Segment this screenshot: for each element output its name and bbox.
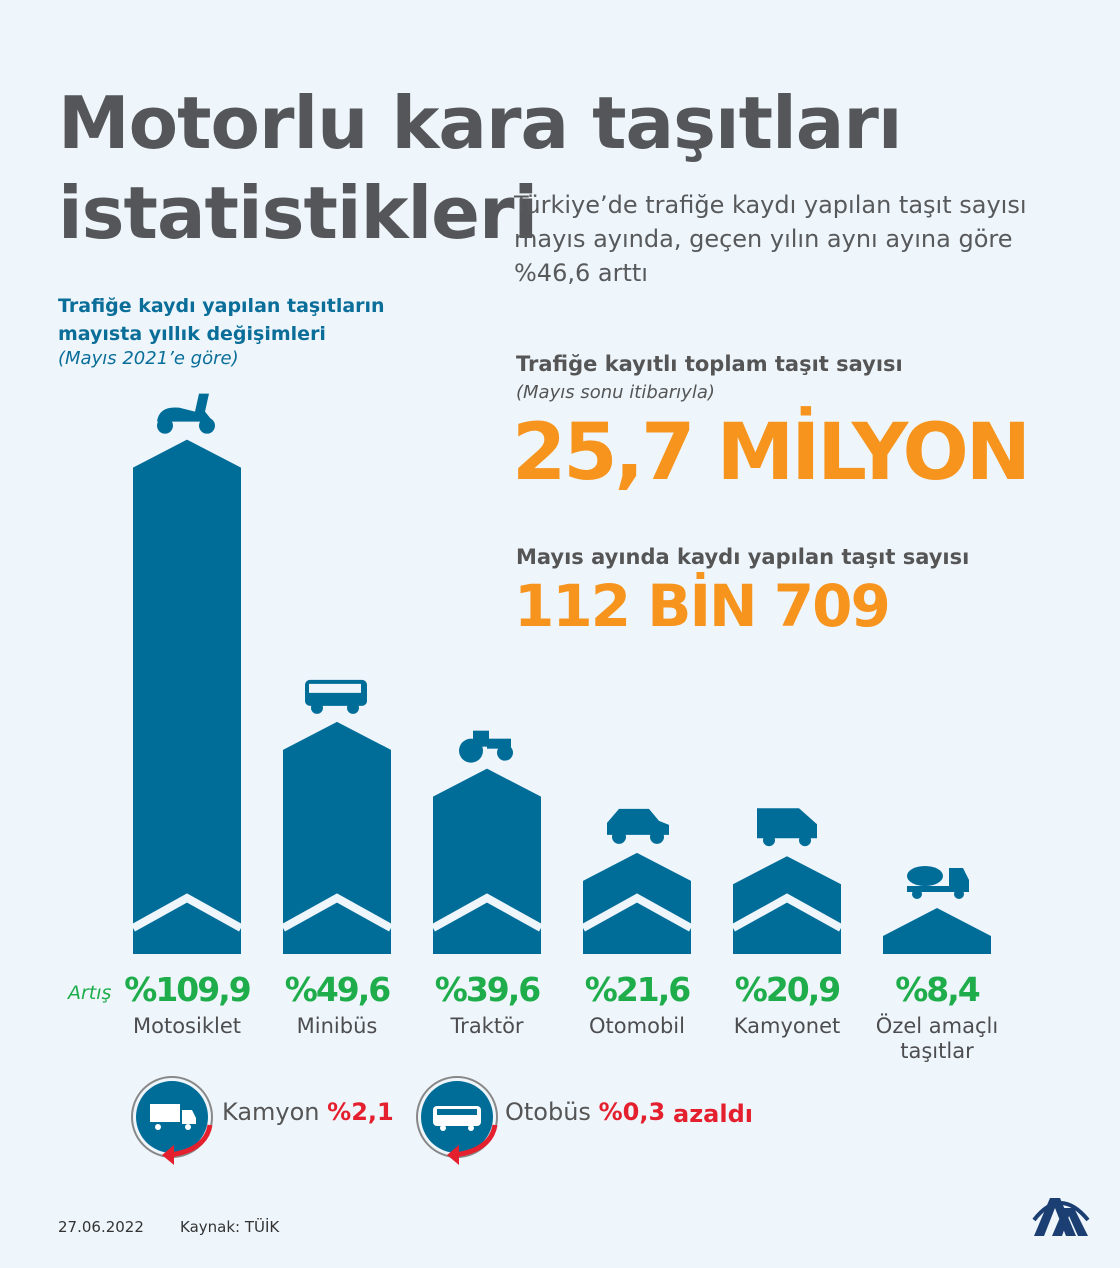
decrease-name: Kamyon	[222, 1098, 320, 1126]
category-label: Traktör	[450, 1014, 524, 1038]
bar-chevron	[431, 893, 543, 932]
decrease-value: %0,3	[598, 1098, 666, 1126]
bar-chevron	[131, 893, 243, 932]
concrete-mixer-icon	[907, 866, 969, 899]
bar	[433, 768, 541, 954]
tractor-icon	[459, 730, 513, 763]
bar	[583, 852, 691, 954]
data-label: %21,6	[584, 970, 692, 1009]
chart-title-line-1: Trafiğe kaydı yapılan taşıtların	[58, 295, 385, 317]
category-label: Otomobil	[589, 1014, 685, 1038]
decrease-word: azaldı	[673, 1100, 753, 1128]
data-label: %109,9	[124, 970, 251, 1009]
decrease-kamyon: Kamyon %2,1	[222, 1098, 394, 1126]
source: Kaynak: TÜİK	[180, 1218, 280, 1236]
decrease-value: %2,1	[327, 1098, 394, 1126]
bar	[133, 439, 241, 955]
down-arrow-icon	[454, 1124, 498, 1158]
aa-logo	[1032, 1198, 1090, 1236]
motorcycle-icon	[157, 393, 215, 434]
total-value: 25,7 MİLYON	[512, 408, 1031, 498]
minibus-icon	[305, 679, 367, 714]
chart-title-line-2: mayısta yıllık değişimleri	[58, 323, 326, 345]
month-value: 112 BİN 709	[514, 572, 891, 640]
down-arrow-icon	[169, 1124, 213, 1158]
category-label: Motosiklet	[133, 1014, 241, 1038]
page-title: Motorlu kara taşıtları istatistikleri	[58, 78, 903, 258]
category-label: Özel amaçlı taşıtlar	[875, 1014, 999, 1063]
row-label: Artış	[68, 982, 112, 1004]
total-note: (Mayıs sonu itibarıyla)	[516, 382, 715, 403]
subtitle: Türkiye’de trafiğe kaydı yapılan taşıt s…	[514, 191, 1027, 287]
arrow-head-icon	[162, 1145, 174, 1165]
bar	[283, 721, 391, 954]
arrow-head-icon	[447, 1145, 459, 1165]
category-label: Kamyonet	[733, 1014, 841, 1038]
chart-note: (Mayıs 2021’e göre)	[58, 348, 239, 369]
van-icon	[757, 808, 817, 847]
decrease-otobus: Otobüs %0,3	[505, 1098, 665, 1126]
data-label: %20,9	[734, 970, 842, 1009]
month-label: Mayıs ayında kaydı yapılan taşıt sayısı	[516, 545, 970, 569]
bus-icon	[433, 1106, 481, 1131]
data-label: %49,6	[284, 970, 392, 1009]
car-icon	[607, 808, 669, 844]
truck-icon	[150, 1104, 196, 1130]
data-label: %8,4	[895, 970, 981, 1009]
date: 27.06.2022	[58, 1218, 144, 1236]
bar-chevron	[281, 893, 393, 932]
category-label: Minibüs	[296, 1014, 378, 1038]
decrease-name: Otobüs	[505, 1098, 591, 1126]
bar	[883, 908, 991, 954]
bar	[733, 856, 841, 954]
title-line-2: istatistikleri	[58, 171, 538, 255]
title-line-1: Motorlu kara taşıtları	[58, 81, 903, 165]
bar-chevron	[581, 893, 693, 932]
chart-title: Trafiğe kaydı yapılan taşıtların mayısta…	[58, 292, 385, 348]
data-label: %39,6	[434, 970, 542, 1009]
bar-chevron	[731, 893, 843, 932]
total-label: Trafiğe kayıtlı toplam taşıt sayısı	[516, 352, 903, 376]
